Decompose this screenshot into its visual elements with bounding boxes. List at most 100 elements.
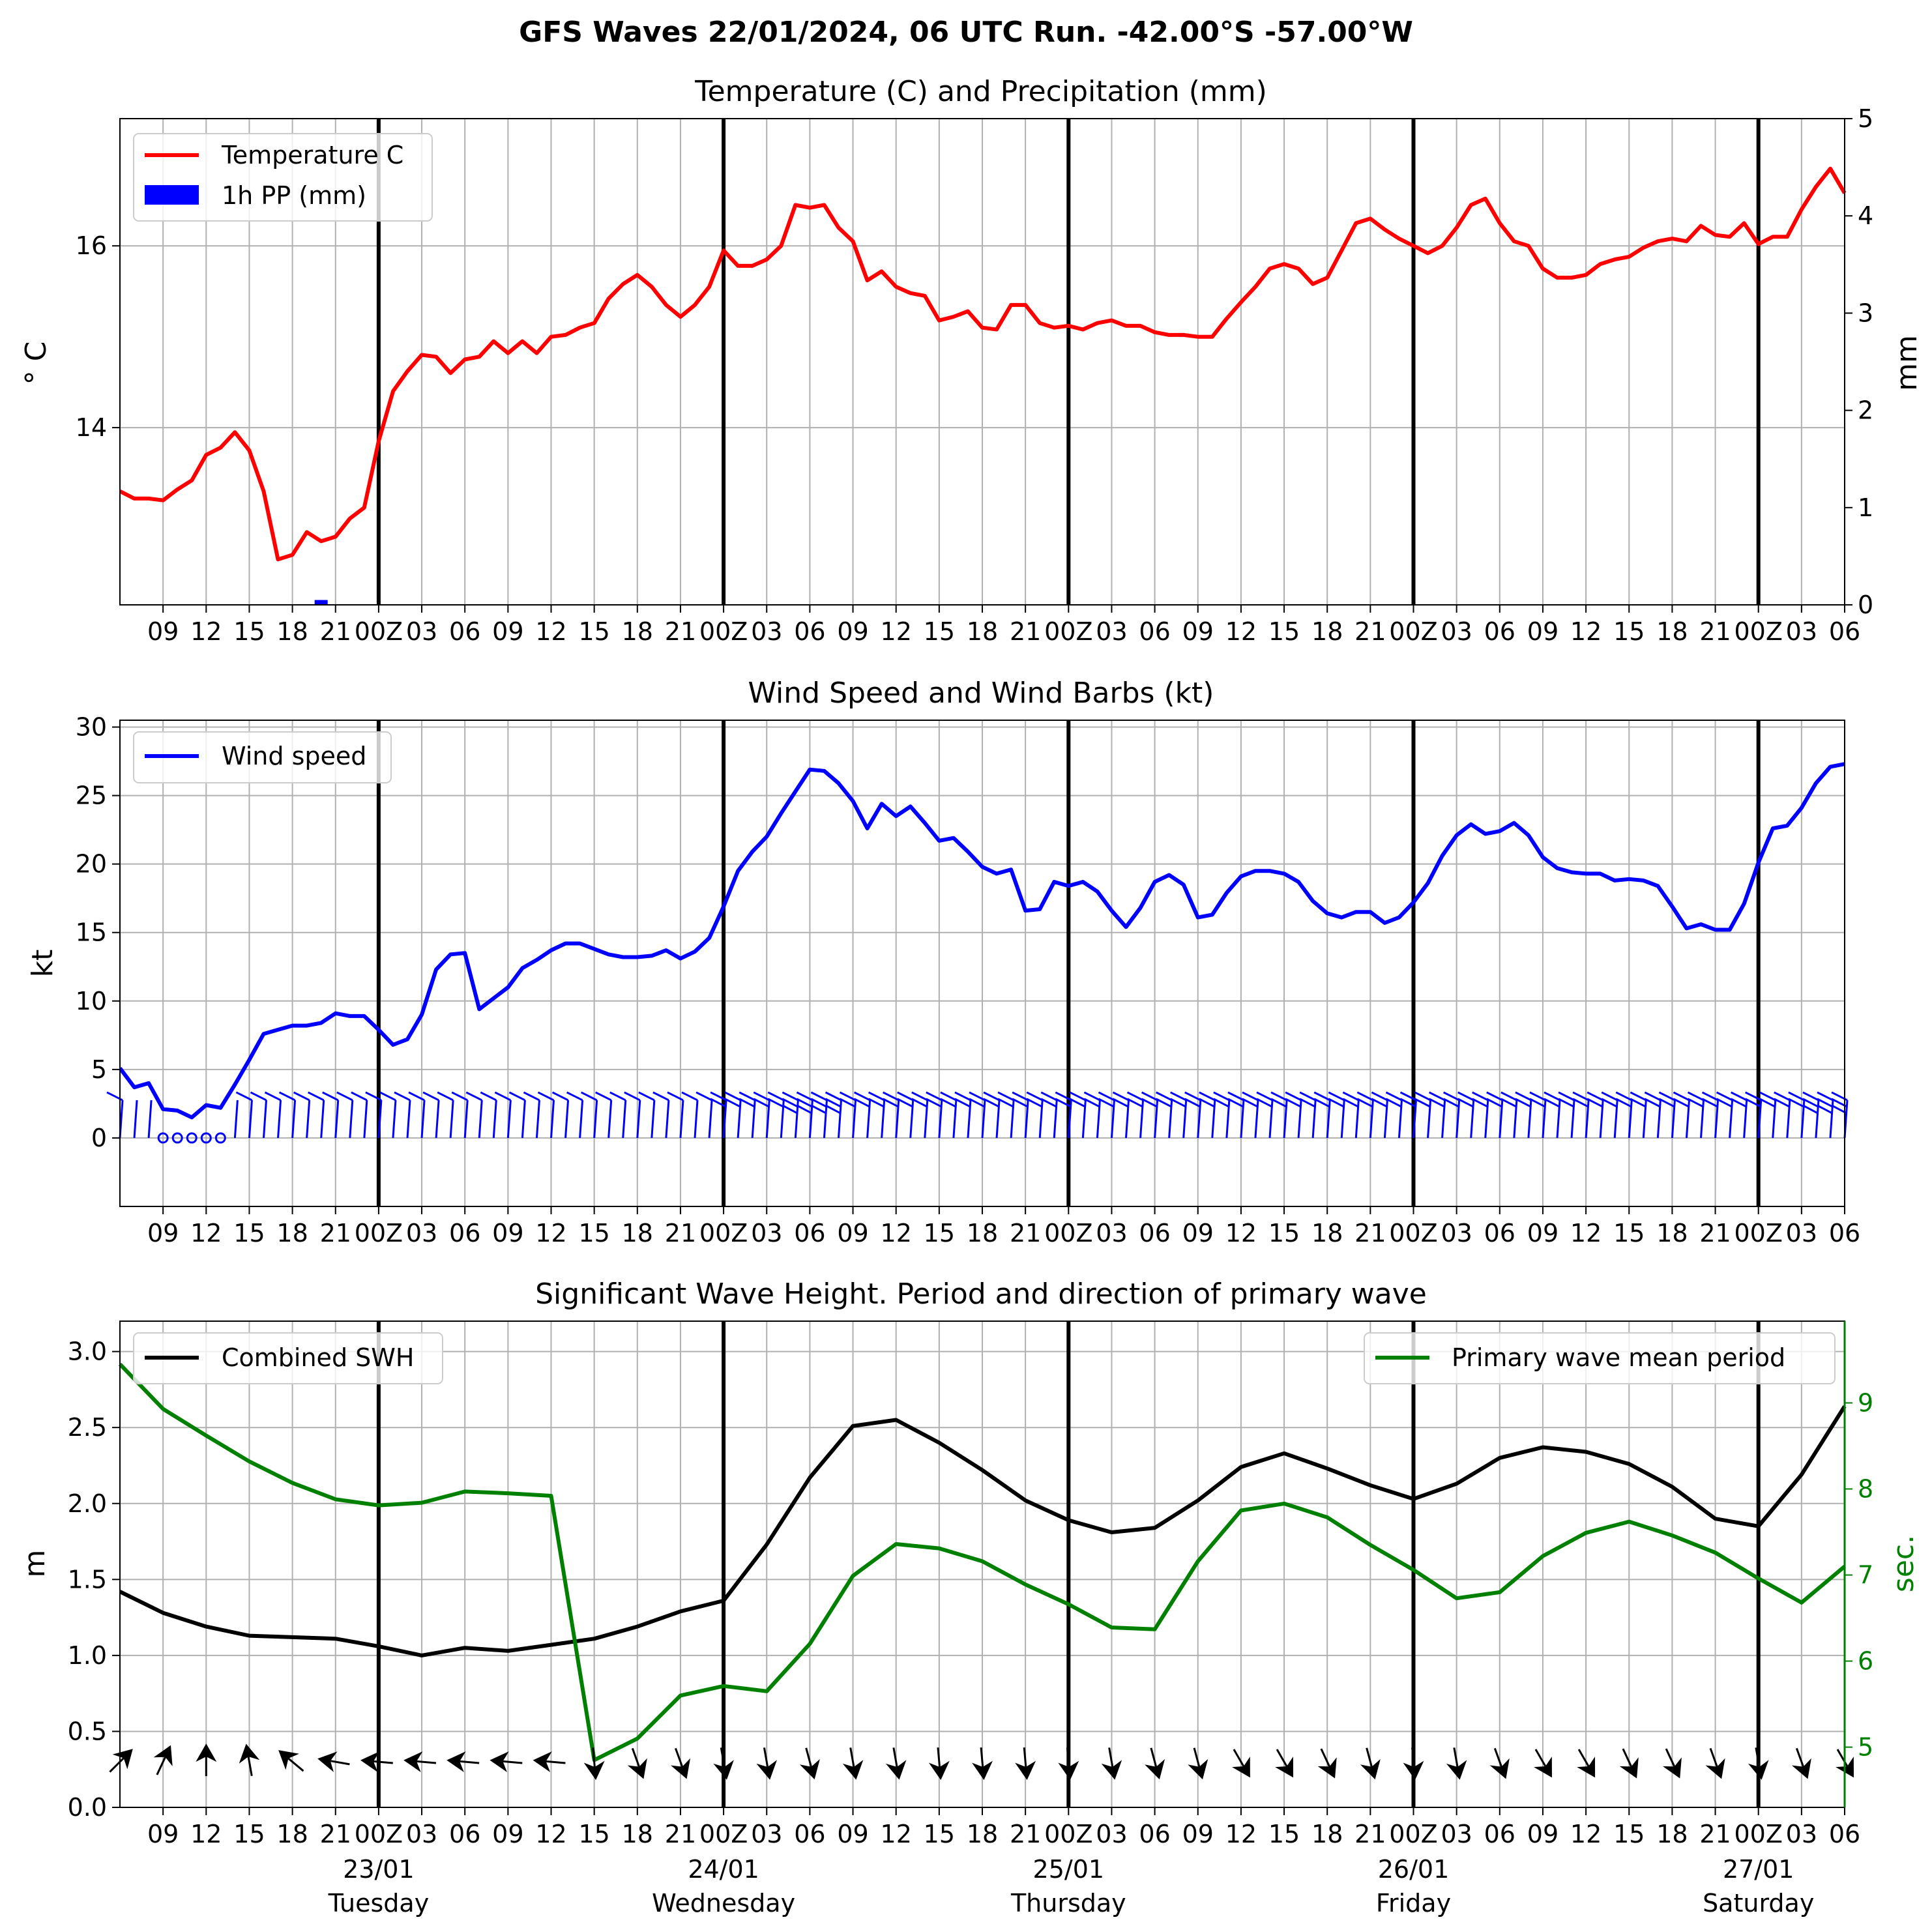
y2-tick-label: 9	[1858, 1388, 1873, 1417]
wind-barb-feather	[1730, 1098, 1747, 1108]
x-tick-label: 03	[1096, 1219, 1127, 1248]
arrow-head	[360, 1751, 380, 1773]
wind-barb-feather	[480, 1091, 497, 1102]
wind-barb-staff	[694, 1100, 699, 1139]
x-tick-label: 06	[449, 617, 480, 646]
wind-barb-feather	[839, 1091, 856, 1102]
wind-barb-feather	[897, 1098, 913, 1108]
wave-direction-arrow	[1748, 1747, 1769, 1780]
arrow-shaft	[849, 1747, 855, 1768]
arrow-head	[317, 1751, 338, 1772]
arrow-shaft	[980, 1747, 984, 1768]
wind-barb-staff	[248, 1100, 253, 1139]
x-tick-label: 15	[924, 1820, 955, 1848]
wind-barb-feather	[580, 1091, 598, 1102]
wind-barb-feather	[825, 1098, 842, 1108]
temperature-legend-box	[133, 133, 433, 222]
wind-barb-feather	[940, 1091, 957, 1102]
arrow-shaft	[937, 1747, 941, 1768]
y2-tick-label: 1	[1858, 493, 1873, 522]
y-tick-label: 25	[76, 781, 107, 810]
wind-barb-feather	[1285, 1091, 1302, 1102]
wind-legend-box	[133, 731, 392, 783]
day-weekday-label: Thursday	[1010, 1889, 1126, 1918]
wind-barb-feather	[983, 1098, 1000, 1108]
wind-barb-feather	[1601, 1098, 1618, 1108]
precip-y-axis-label: mm	[1890, 335, 1924, 391]
wind-barb-feather	[710, 1098, 727, 1108]
wind-barb-feather	[437, 1091, 454, 1102]
arrow-shaft	[720, 1747, 725, 1768]
y-tick-label: 30	[76, 713, 107, 742]
wind-barb-feather	[1572, 1091, 1589, 1102]
wind-barb-staff	[492, 1100, 497, 1139]
arrow-head	[1232, 1757, 1250, 1778]
y-tick-label: 0.0	[68, 1793, 107, 1822]
x-tick-label: 18	[967, 1820, 998, 1848]
wind-barb-feather	[1587, 1098, 1603, 1108]
wind-barb-feather	[1026, 1091, 1043, 1102]
wind-barb-feather	[782, 1104, 798, 1115]
wind-barb-feather	[1371, 1098, 1388, 1108]
y-tick-label: 10	[76, 987, 107, 1015]
wind-barb-feather	[1126, 1098, 1143, 1108]
wind-barb-feather	[1356, 1098, 1373, 1108]
wind-barb-feather	[1572, 1098, 1589, 1108]
x-tick-label: 12	[1225, 1820, 1257, 1848]
x-tick-label: 03	[1786, 1219, 1817, 1248]
x-tick-label: 06	[1139, 617, 1170, 646]
arrow-shaft	[460, 1760, 480, 1764]
x-tick-label: 21	[1010, 1820, 1041, 1848]
wave-direction-arrow	[1791, 1747, 1811, 1779]
wind-barb-feather	[782, 1091, 799, 1102]
wind-barb-feather	[1213, 1098, 1229, 1108]
x-tick-label: 18	[1311, 1219, 1343, 1248]
wind-barb-staff	[147, 1100, 153, 1139]
wind-barb-feather	[1558, 1091, 1575, 1102]
y2-tick-label: 5	[1858, 104, 1873, 133]
arrow-head	[1577, 1757, 1596, 1778]
x-tick-label: 15	[1268, 1820, 1300, 1848]
arrow-head	[670, 1758, 690, 1779]
arrow-shaft	[503, 1760, 523, 1764]
wind-barb-feather	[609, 1091, 626, 1102]
x-tick-label: 06	[1139, 1820, 1170, 1848]
wind-barb-feather	[1414, 1091, 1431, 1102]
wind-barb-feather	[1385, 1091, 1403, 1102]
wave-direction-arrow	[1577, 1749, 1596, 1778]
wind-barb-staff	[679, 1100, 684, 1139]
wind-barb-feather	[1069, 1091, 1087, 1102]
wind-barb-staff	[349, 1100, 354, 1139]
arrow-head	[446, 1751, 466, 1773]
wind-barb-feather	[940, 1098, 956, 1108]
swh-legend-label: Combined SWH	[222, 1343, 414, 1372]
arrow-head	[1188, 1758, 1208, 1780]
arrow-shaft	[1411, 1747, 1415, 1768]
arrow-head	[1403, 1760, 1424, 1780]
wind-barb-feather	[1428, 1091, 1446, 1102]
wind-barb-feather	[796, 1091, 813, 1102]
wind-barb-feather	[767, 1091, 784, 1102]
wave-direction-arrow	[799, 1747, 820, 1780]
wave-direction-arrow	[1619, 1748, 1639, 1779]
wind-barb-feather	[652, 1091, 669, 1102]
wave-direction-arrow	[1058, 1747, 1079, 1780]
y-tick-label: 1.0	[68, 1641, 107, 1670]
x-tick-label: 18	[967, 1219, 998, 1248]
wind-barb-feather	[911, 1098, 928, 1108]
wind-barb-feather	[379, 1091, 396, 1102]
wave-direction-arrow	[1188, 1747, 1208, 1780]
day-weekday-label: Tuesday	[328, 1889, 430, 1918]
wave-direction-arrow	[928, 1747, 950, 1780]
wind-barb-feather	[1644, 1098, 1661, 1108]
wind-barb-feather	[868, 1098, 885, 1108]
y2-tick-label: 6	[1858, 1647, 1873, 1676]
wave-direction-arrow	[1145, 1747, 1165, 1780]
wind-barb-feather	[681, 1091, 698, 1102]
wind-barb-feather	[1155, 1091, 1173, 1102]
x-tick-label: 21	[1699, 1219, 1731, 1248]
wind-barb-feather	[853, 1091, 871, 1102]
wind-barb-feather	[1802, 1091, 1819, 1102]
wind-barb-feather	[1515, 1091, 1532, 1102]
